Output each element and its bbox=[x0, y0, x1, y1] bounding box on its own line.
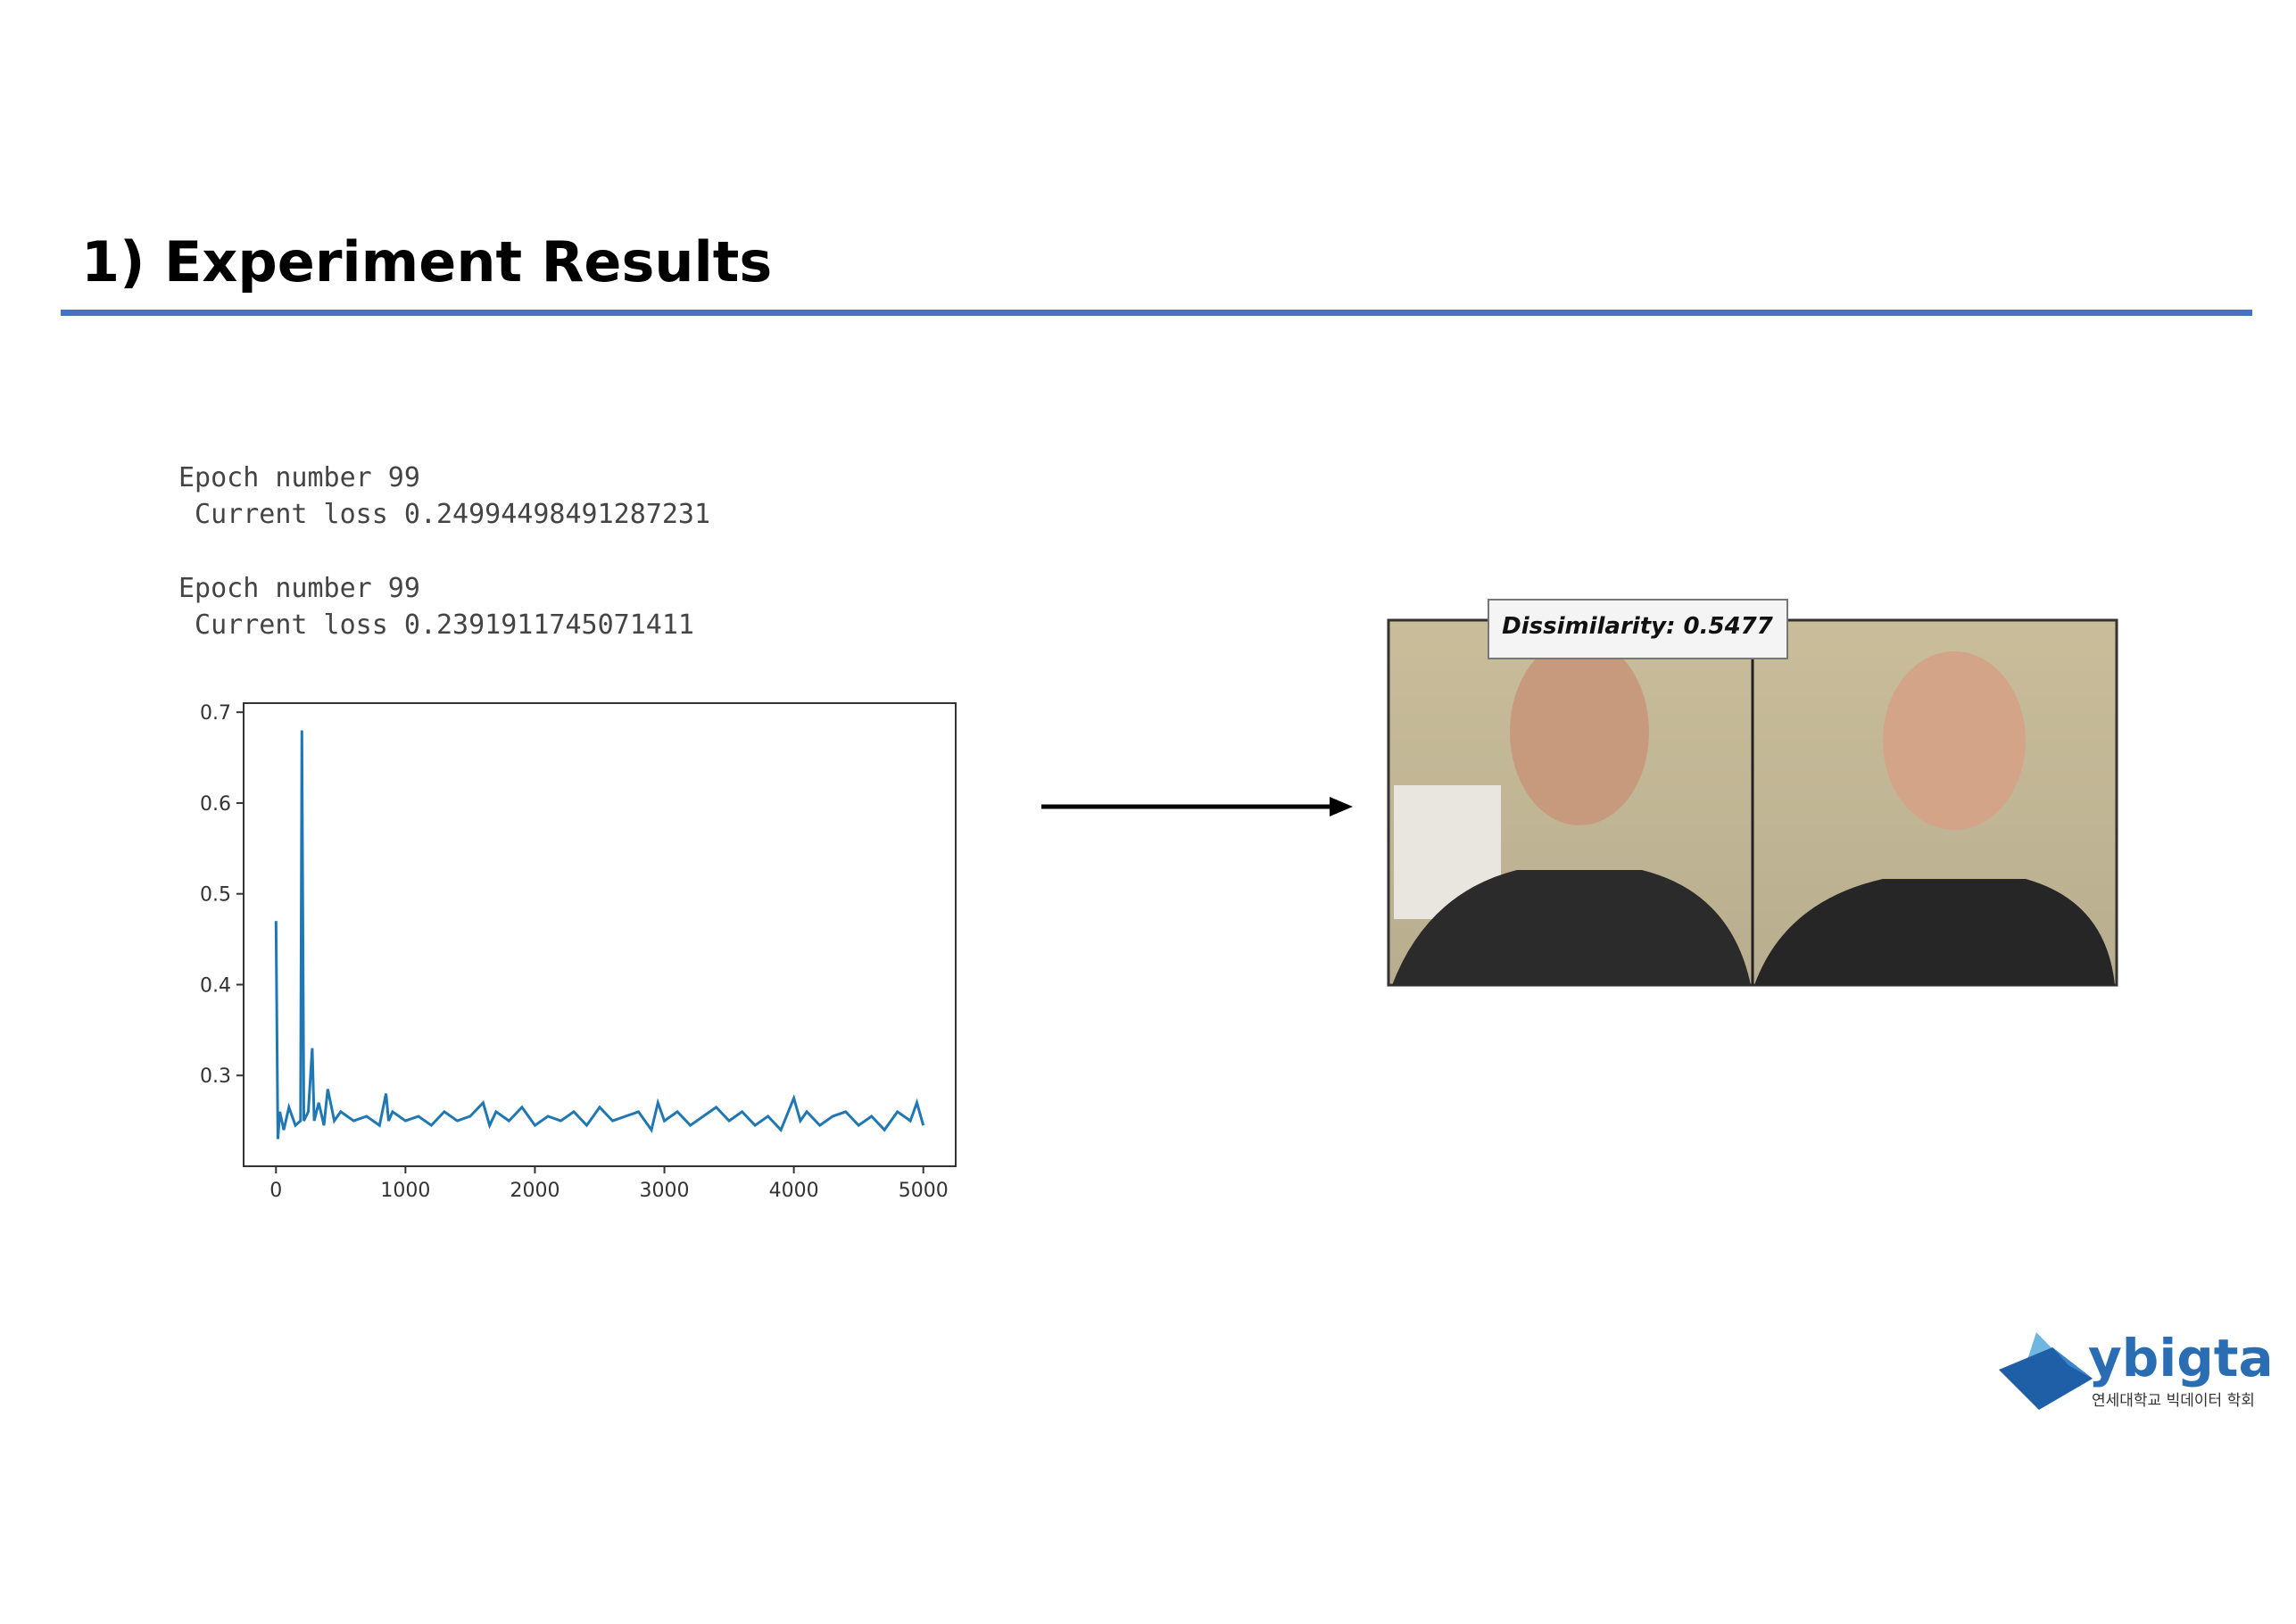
dissimilarity-label: Dissimilarity: 0.5477 bbox=[1502, 613, 1774, 640]
logo-shape bbox=[2052, 1347, 2093, 1379]
x-tick-label: 2000 bbox=[510, 1180, 559, 1202]
logo-subtitle: 연세대학교 빅데이터 학회 bbox=[2092, 1392, 2255, 1410]
log-line: Epoch number 99 bbox=[178, 462, 420, 493]
y-tick-label: 0.6 bbox=[200, 793, 231, 816]
arrow-head bbox=[1330, 797, 1353, 816]
face bbox=[1510, 638, 1649, 825]
face-photos: Dissimilarity: 0.5477 bbox=[1387, 599, 2118, 987]
y-tick-label: 0.4 bbox=[200, 974, 231, 997]
y-tick-label: 0.7 bbox=[200, 702, 231, 725]
plot-frame bbox=[243, 702, 957, 1167]
x-tick-label: 1000 bbox=[380, 1180, 430, 1202]
logo-shape bbox=[1999, 1347, 2093, 1410]
shirt bbox=[1392, 870, 1751, 985]
y-tick-label: 0.5 bbox=[200, 884, 231, 907]
y-tick-label: 0.3 bbox=[200, 1065, 231, 1088]
log-line: Current loss 0.24994498491287231 bbox=[178, 499, 710, 530]
x-tick-label: 4000 bbox=[769, 1180, 819, 1202]
logo: ybigta 연세대학교 빅데이터 학회 bbox=[1999, 1328, 2274, 1410]
label-box bbox=[1488, 599, 1788, 659]
log-line: Epoch number 99 bbox=[178, 573, 420, 604]
shirt bbox=[1754, 879, 2115, 985]
logo-name: ybigta bbox=[2088, 1328, 2274, 1388]
x-tick-label: 0 bbox=[269, 1180, 282, 1202]
face bbox=[1883, 651, 2026, 830]
loss-chart: 0.3 0.4 0.5 0.6 0.7 0 1000 2000 3000 4000 5000 bbox=[200, 702, 957, 1202]
x-tick-label: 5000 bbox=[899, 1180, 949, 1202]
slide-title: 1) Experiment Results bbox=[81, 229, 772, 294]
loss-line bbox=[274, 730, 925, 1139]
log-line: Current loss 0.2391911745071411 bbox=[178, 609, 694, 641]
title-rule bbox=[61, 310, 2252, 316]
x-tick-label: 3000 bbox=[640, 1180, 690, 1202]
